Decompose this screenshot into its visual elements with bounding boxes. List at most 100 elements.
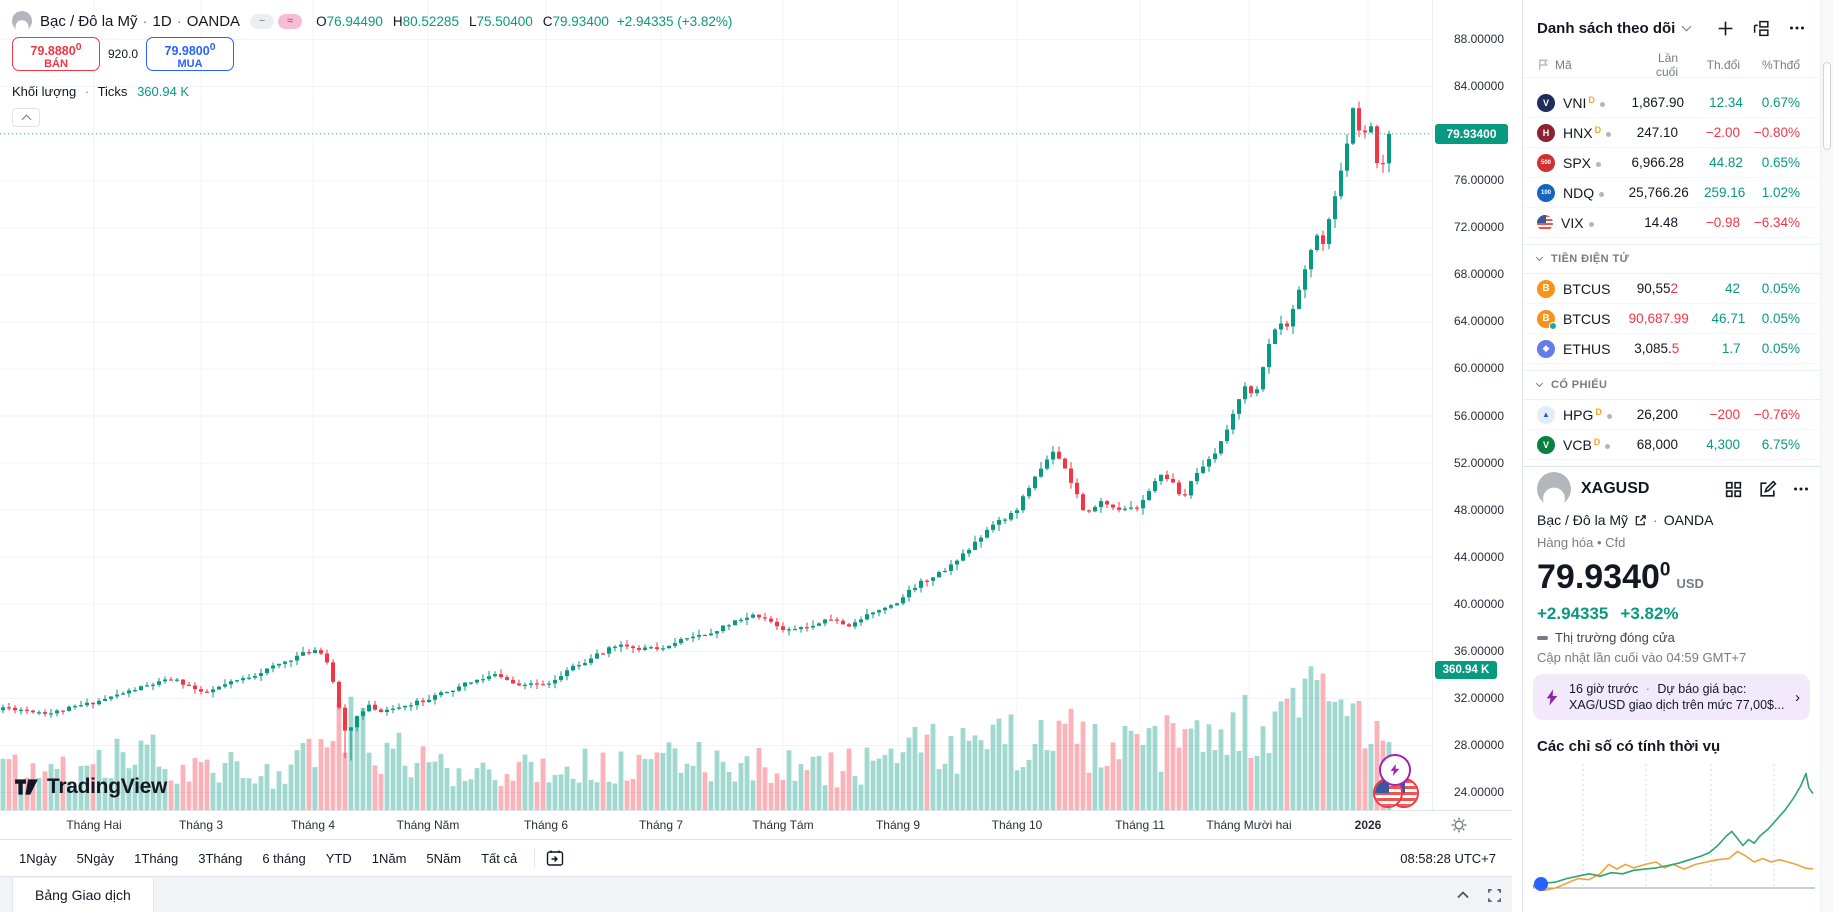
watchlist-row-vni[interactable]: V VNI D 1,867.90 12.34 0.67% bbox=[1523, 88, 1820, 118]
volume-label: Khối lượng bbox=[12, 84, 77, 99]
change-value: 42 bbox=[1724, 281, 1740, 296]
range-button-ytd[interactable]: YTD bbox=[325, 850, 352, 866]
range-button-1ngày[interactable]: 1Ngày bbox=[19, 850, 57, 866]
wave-indicator-pill[interactable]: ≈ bbox=[278, 13, 303, 29]
percent-change-value: −6.34% bbox=[1753, 215, 1800, 230]
legend-separator: · bbox=[142, 12, 148, 30]
change-value: 1.7 bbox=[1721, 341, 1741, 356]
percent-change-value: 1.02% bbox=[1761, 185, 1800, 200]
watchlist-row-vix[interactable]: VIX 14.48 −0.98 −6.34% bbox=[1523, 208, 1820, 238]
symbol-name: ETHUS bbox=[1563, 340, 1611, 357]
range-button-3tháng[interactable]: 3Tháng bbox=[198, 850, 243, 866]
watchlist-section-tiền-điện-tử[interactable]: TIỀN ĐIỆN TỬ bbox=[1523, 244, 1820, 274]
tradingview-mark-icon bbox=[15, 779, 38, 795]
symbol-fullname[interactable]: Bạc / Đô la Mỹ bbox=[1537, 512, 1629, 528]
price-axis[interactable]: 88.00000 84.00000 76.00000 72.00000 68.00000… bbox=[1432, 0, 1512, 810]
chevron-down-icon[interactable] bbox=[1681, 21, 1692, 32]
time-label-10: Tháng Mười hai bbox=[1206, 818, 1292, 832]
column-percent[interactable]: %Thđổ bbox=[1761, 57, 1800, 72]
delayed-data-badge: D bbox=[1593, 436, 1601, 447]
more-options-icon[interactable] bbox=[1792, 480, 1810, 498]
watchlist-row-hnx[interactable]: H HNX D 247.10 −2.00 −0.80% bbox=[1523, 118, 1820, 148]
separator-dot: · bbox=[1645, 682, 1650, 696]
last-value: 90,687.99 bbox=[1628, 311, 1689, 326]
last-value: 247.10 bbox=[1636, 125, 1678, 140]
ohlc-change: +2.94335 (+3.82%) bbox=[616, 13, 733, 29]
change-value: −0.98 bbox=[1705, 215, 1740, 230]
layout-grid-icon[interactable] bbox=[1724, 480, 1743, 499]
market-status-dot bbox=[1596, 161, 1602, 167]
news-flash-event-icon[interactable] bbox=[1379, 754, 1411, 786]
expand-panel-icon[interactable] bbox=[1455, 887, 1471, 903]
range-button-1tháng[interactable]: 1Tháng bbox=[134, 850, 179, 866]
flag-column-icon[interactable] bbox=[1537, 58, 1550, 71]
column-change[interactable]: Th.đổi bbox=[1706, 57, 1740, 72]
go-to-date-icon[interactable] bbox=[545, 848, 565, 868]
axis-settings-icon[interactable] bbox=[1448, 814, 1470, 836]
seasonal-chart bbox=[1532, 764, 1815, 892]
change-value: 12.34 bbox=[1709, 95, 1743, 110]
candlestick-chart[interactable] bbox=[0, 0, 1432, 810]
scrollbar-thumb[interactable] bbox=[1823, 62, 1831, 150]
range-button-1năm[interactable]: 1Năm bbox=[371, 850, 407, 866]
range-button-5ngày[interactable]: 5Ngày bbox=[76, 850, 115, 866]
watchlist-row-hpg[interactable]: ▲ HPG D 26,200 −200 −0.76% bbox=[1523, 400, 1820, 430]
range-button-tất-cả[interactable]: Tất cả bbox=[481, 850, 518, 866]
interval-label[interactable]: 1D bbox=[152, 12, 172, 30]
detail-symbol[interactable]: XAGUSD bbox=[1581, 480, 1650, 497]
price-tick-76: 76.00000 bbox=[1453, 173, 1504, 188]
symbol-detail-header: XAGUSD bbox=[1537, 470, 1810, 508]
watchlist-title[interactable]: Danh sách theo dõi bbox=[1537, 19, 1676, 37]
time-label-1: Tháng 3 bbox=[178, 818, 224, 832]
volume-legend[interactable]: Khối lượng · Ticks 360.94 K bbox=[12, 84, 189, 99]
tradingview-logo[interactable]: TradingView bbox=[14, 774, 167, 800]
column-last[interactable]: Lần cuối bbox=[1655, 50, 1678, 79]
more-options-icon[interactable] bbox=[1788, 19, 1806, 37]
last-value: 6,966.28 bbox=[1631, 155, 1685, 170]
watchlist-row-btcus[interactable]: B BTCUS 90,552 42 0.05% bbox=[1523, 274, 1820, 304]
grid-layout-icon[interactable] bbox=[1752, 19, 1771, 38]
symbol-name: BTCUS bbox=[1563, 310, 1611, 327]
market-closed-icon bbox=[1537, 635, 1548, 640]
range-button-5năm[interactable]: 5Năm bbox=[426, 850, 462, 866]
watchlist-row-vcb[interactable]: V VCB D 68,000 4,300 6.75% bbox=[1523, 430, 1820, 460]
range-button-6-tháng[interactable]: 6 tháng bbox=[262, 850, 306, 866]
time-axis[interactable]: Tháng Hai Tháng 3 Tháng 4 Tháng Năm Tháng 6 T… bbox=[0, 810, 1512, 839]
price-tick-56: 56.00000 bbox=[1453, 408, 1504, 423]
column-symbol[interactable]: Mã bbox=[1555, 57, 1572, 72]
symbol-legend[interactable]: Bạc / Đô la Mỹ · 1D · OANDA − ≈ O76.9449… bbox=[12, 8, 732, 34]
symbol-name: HNX D bbox=[1563, 125, 1635, 141]
news-subtitle: XAG/USD giao dịch trên mức 77,00$... bbox=[1569, 698, 1785, 712]
hide-indicator-pill[interactable]: − bbox=[250, 13, 275, 29]
panel-scrollbar[interactable] bbox=[1820, 0, 1833, 912]
sell-button[interactable]: 79.88800 BÁN bbox=[12, 37, 100, 71]
time-label-8: Tháng 10 bbox=[991, 818, 1043, 832]
change-value: −200 bbox=[1709, 407, 1740, 422]
trading-panel-tab[interactable]: Bảng Giao dịch bbox=[12, 878, 154, 912]
edit-note-icon[interactable] bbox=[1758, 479, 1777, 499]
watchlist-row-ethus[interactable]: ◆ ETHUS 3,085.5 1.7 0.05% bbox=[1523, 334, 1820, 364]
ohlc-h: H80.52285 bbox=[392, 13, 459, 29]
price-tick-24: 24.00000 bbox=[1453, 785, 1504, 800]
panel-splitter[interactable] bbox=[1522, 0, 1523, 912]
price-tick-40: 40.00000 bbox=[1453, 596, 1504, 611]
news-banner[interactable]: 16 giờ trước · Dự báo giá bạc: XAG/USD g… bbox=[1533, 674, 1810, 720]
external-link-icon[interactable] bbox=[1634, 514, 1647, 527]
add-symbol-icon[interactable] bbox=[1716, 19, 1735, 38]
tradingview-logo-text: TradingView bbox=[47, 775, 168, 798]
maximize-panel-icon[interactable] bbox=[1487, 888, 1502, 903]
watchlist-section-cổ-phiếu[interactable]: CỔ PHIẾU bbox=[1523, 370, 1820, 400]
watchlist-row-ndq[interactable]: 100 NDQ 25,766.26 259.16 1.02% bbox=[1523, 178, 1820, 208]
volume-sublabel: Ticks bbox=[97, 84, 128, 99]
watchlist-row-spx[interactable]: 500 SPX 6,966.28 44.82 0.65% bbox=[1523, 148, 1820, 178]
price-tick-32: 32.00000 bbox=[1453, 690, 1504, 705]
collapse-legend-button[interactable] bbox=[12, 108, 40, 127]
buy-button[interactable]: 79.98000 MUA bbox=[146, 37, 234, 71]
session-clock[interactable]: 08:58:28 UTC+7 bbox=[1400, 850, 1496, 866]
exchange-label: OANDA bbox=[186, 12, 241, 30]
watchlist-row-btcus[interactable]: B BTCUS 90,687.99 46.71 0.05% bbox=[1523, 304, 1820, 334]
lightning-icon bbox=[1546, 689, 1558, 705]
detail-asset-type: Hàng hóa • Cfd bbox=[1537, 535, 1626, 550]
percent-change-value: 0.05% bbox=[1761, 311, 1800, 326]
spread-value: 920.0 bbox=[107, 47, 139, 61]
